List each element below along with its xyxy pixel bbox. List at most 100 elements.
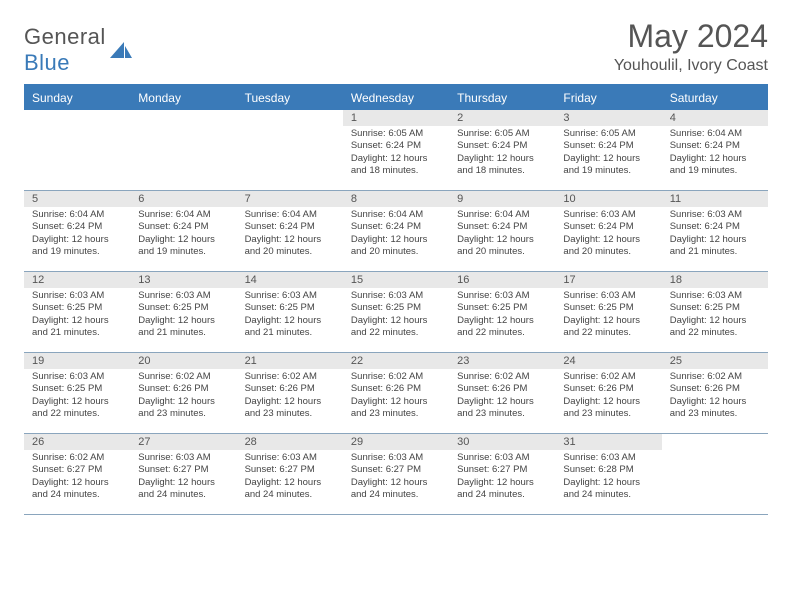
day-number: 26: [24, 434, 130, 450]
day-number: 23: [449, 353, 555, 369]
day-content: Sunrise: 6:04 AMSunset: 6:24 PMDaylight:…: [449, 207, 555, 262]
calendar-day: 3Sunrise: 6:05 AMSunset: 6:24 PMDaylight…: [555, 110, 661, 190]
day-number: 24: [555, 353, 661, 369]
calendar-week: 12Sunrise: 6:03 AMSunset: 6:25 PMDayligh…: [24, 272, 768, 353]
calendar-day: [24, 110, 130, 190]
day-of-week-header: Saturday: [662, 86, 768, 110]
day-content: Sunrise: 6:03 AMSunset: 6:25 PMDaylight:…: [449, 288, 555, 343]
calendar-day: 4Sunrise: 6:04 AMSunset: 6:24 PMDaylight…: [662, 110, 768, 190]
calendar-day: 26Sunrise: 6:02 AMSunset: 6:27 PMDayligh…: [24, 434, 130, 514]
calendar-week: 5Sunrise: 6:04 AMSunset: 6:24 PMDaylight…: [24, 191, 768, 272]
day-number: 6: [130, 191, 236, 207]
day-of-week-header: Friday: [555, 86, 661, 110]
day-of-week-header: Thursday: [449, 86, 555, 110]
day-number: [662, 434, 768, 438]
calendar-day: 22Sunrise: 6:02 AMSunset: 6:26 PMDayligh…: [343, 353, 449, 433]
day-content: Sunrise: 6:02 AMSunset: 6:27 PMDaylight:…: [24, 450, 130, 505]
day-content: Sunrise: 6:04 AMSunset: 6:24 PMDaylight:…: [237, 207, 343, 262]
day-content: Sunrise: 6:05 AMSunset: 6:24 PMDaylight:…: [449, 126, 555, 181]
day-number: 15: [343, 272, 449, 288]
calendar-day: 25Sunrise: 6:02 AMSunset: 6:26 PMDayligh…: [662, 353, 768, 433]
calendar: SundayMondayTuesdayWednesdayThursdayFrid…: [24, 84, 768, 515]
day-content: Sunrise: 6:03 AMSunset: 6:25 PMDaylight:…: [343, 288, 449, 343]
calendar-day: 23Sunrise: 6:02 AMSunset: 6:26 PMDayligh…: [449, 353, 555, 433]
calendar-day: 13Sunrise: 6:03 AMSunset: 6:25 PMDayligh…: [130, 272, 236, 352]
calendar-day: 5Sunrise: 6:04 AMSunset: 6:24 PMDaylight…: [24, 191, 130, 271]
title-block: May 2024 Youhoulil, Ivory Coast: [614, 18, 768, 75]
day-number: [237, 110, 343, 114]
calendar-day: 27Sunrise: 6:03 AMSunset: 6:27 PMDayligh…: [130, 434, 236, 514]
calendar-day: 17Sunrise: 6:03 AMSunset: 6:25 PMDayligh…: [555, 272, 661, 352]
logo: General Blue: [24, 24, 132, 76]
day-number: 12: [24, 272, 130, 288]
day-content: Sunrise: 6:03 AMSunset: 6:27 PMDaylight:…: [237, 450, 343, 505]
day-number: 25: [662, 353, 768, 369]
day-number: 20: [130, 353, 236, 369]
day-number: 21: [237, 353, 343, 369]
day-number: 5: [24, 191, 130, 207]
calendar-day: 19Sunrise: 6:03 AMSunset: 6:25 PMDayligh…: [24, 353, 130, 433]
day-content: Sunrise: 6:03 AMSunset: 6:28 PMDaylight:…: [555, 450, 661, 505]
day-number: 13: [130, 272, 236, 288]
calendar-week: 1Sunrise: 6:05 AMSunset: 6:24 PMDaylight…: [24, 110, 768, 191]
calendar-day: 18Sunrise: 6:03 AMSunset: 6:25 PMDayligh…: [662, 272, 768, 352]
calendar-day: 10Sunrise: 6:03 AMSunset: 6:24 PMDayligh…: [555, 191, 661, 271]
day-number: 30: [449, 434, 555, 450]
weeks-container: 1Sunrise: 6:05 AMSunset: 6:24 PMDaylight…: [24, 110, 768, 515]
day-number: 27: [130, 434, 236, 450]
logo-text-2: Blue: [24, 50, 70, 75]
day-content: Sunrise: 6:05 AMSunset: 6:24 PMDaylight:…: [343, 126, 449, 181]
calendar-week: 26Sunrise: 6:02 AMSunset: 6:27 PMDayligh…: [24, 434, 768, 515]
calendar-day: [662, 434, 768, 514]
day-content: Sunrise: 6:03 AMSunset: 6:24 PMDaylight:…: [555, 207, 661, 262]
day-content: Sunrise: 6:02 AMSunset: 6:26 PMDaylight:…: [343, 369, 449, 424]
logo-sail-icon: [110, 42, 132, 58]
calendar-day: 20Sunrise: 6:02 AMSunset: 6:26 PMDayligh…: [130, 353, 236, 433]
day-number: 17: [555, 272, 661, 288]
day-number: [24, 110, 130, 114]
calendar-day: 29Sunrise: 6:03 AMSunset: 6:27 PMDayligh…: [343, 434, 449, 514]
day-number: 8: [343, 191, 449, 207]
day-content: Sunrise: 6:04 AMSunset: 6:24 PMDaylight:…: [343, 207, 449, 262]
day-of-week-header: Sunday: [24, 86, 130, 110]
calendar-day: 30Sunrise: 6:03 AMSunset: 6:27 PMDayligh…: [449, 434, 555, 514]
day-of-week-header: Tuesday: [237, 86, 343, 110]
calendar-day: 1Sunrise: 6:05 AMSunset: 6:24 PMDaylight…: [343, 110, 449, 190]
day-number: 9: [449, 191, 555, 207]
day-content: Sunrise: 6:04 AMSunset: 6:24 PMDaylight:…: [24, 207, 130, 262]
day-content: Sunrise: 6:04 AMSunset: 6:24 PMDaylight:…: [662, 126, 768, 181]
day-content: Sunrise: 6:03 AMSunset: 6:27 PMDaylight:…: [343, 450, 449, 505]
calendar-day: 24Sunrise: 6:02 AMSunset: 6:26 PMDayligh…: [555, 353, 661, 433]
calendar-day: 9Sunrise: 6:04 AMSunset: 6:24 PMDaylight…: [449, 191, 555, 271]
calendar-day: 11Sunrise: 6:03 AMSunset: 6:24 PMDayligh…: [662, 191, 768, 271]
location-label: Youhoulil, Ivory Coast: [614, 57, 768, 75]
day-number: 31: [555, 434, 661, 450]
day-content: Sunrise: 6:05 AMSunset: 6:24 PMDaylight:…: [555, 126, 661, 181]
calendar-day: 28Sunrise: 6:03 AMSunset: 6:27 PMDayligh…: [237, 434, 343, 514]
day-content: Sunrise: 6:03 AMSunset: 6:25 PMDaylight:…: [555, 288, 661, 343]
calendar-day: 8Sunrise: 6:04 AMSunset: 6:24 PMDaylight…: [343, 191, 449, 271]
day-number: 3: [555, 110, 661, 126]
header-bar: General Blue May 2024 Youhoulil, Ivory C…: [24, 18, 768, 76]
day-number: 10: [555, 191, 661, 207]
day-number: [130, 110, 236, 114]
day-content: Sunrise: 6:02 AMSunset: 6:26 PMDaylight:…: [237, 369, 343, 424]
day-content: Sunrise: 6:03 AMSunset: 6:27 PMDaylight:…: [130, 450, 236, 505]
calendar-day: 2Sunrise: 6:05 AMSunset: 6:24 PMDaylight…: [449, 110, 555, 190]
day-number: 18: [662, 272, 768, 288]
day-content: Sunrise: 6:03 AMSunset: 6:27 PMDaylight:…: [449, 450, 555, 505]
calendar-day: 7Sunrise: 6:04 AMSunset: 6:24 PMDaylight…: [237, 191, 343, 271]
day-content: Sunrise: 6:03 AMSunset: 6:25 PMDaylight:…: [662, 288, 768, 343]
day-number: 29: [343, 434, 449, 450]
day-number: 16: [449, 272, 555, 288]
day-number: 19: [24, 353, 130, 369]
day-content: Sunrise: 6:04 AMSunset: 6:24 PMDaylight:…: [130, 207, 236, 262]
day-content: Sunrise: 6:03 AMSunset: 6:25 PMDaylight:…: [24, 369, 130, 424]
day-number: 28: [237, 434, 343, 450]
day-content: Sunrise: 6:03 AMSunset: 6:25 PMDaylight:…: [130, 288, 236, 343]
day-number: 22: [343, 353, 449, 369]
calendar-day: 12Sunrise: 6:03 AMSunset: 6:25 PMDayligh…: [24, 272, 130, 352]
day-number: 14: [237, 272, 343, 288]
day-of-week-header: Monday: [130, 86, 236, 110]
calendar-day: 15Sunrise: 6:03 AMSunset: 6:25 PMDayligh…: [343, 272, 449, 352]
